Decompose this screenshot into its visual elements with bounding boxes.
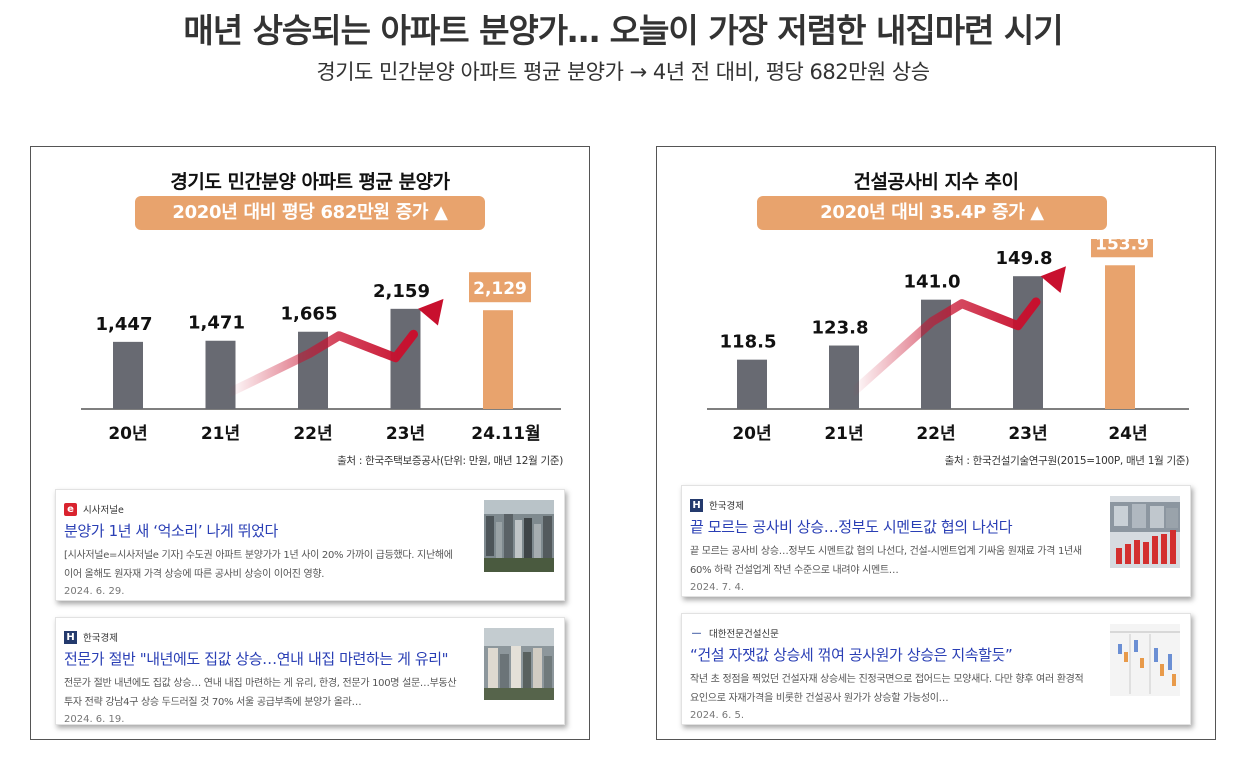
value-label: 153.9	[1095, 239, 1149, 254]
value-label-box	[1091, 239, 1153, 258]
news-card[interactable]: e 시사저널e 분양가 1년 새 ‘억소리’ 나게 뛰었다 [시사저널e=시사저…	[55, 489, 565, 601]
value-label: 118.5	[720, 332, 777, 353]
hankyung-logo: H	[64, 630, 77, 644]
apartment-complex-thumbnail	[484, 628, 554, 700]
publisher: H 한국경제	[690, 498, 744, 512]
news-card[interactable]: H 한국경제 끝 모르는 공사비 상승…정부도 시멘트값 협의 나선다 끝 모르…	[681, 485, 1191, 597]
page-headline: 매년 상승되는 아파트 분양가… 오늘이 가장 저렴한 내집마련 시기	[183, 11, 1063, 50]
chart-source: 출처 : 한국건설기술연구원(2015=100P, 매년 1월 기준)	[944, 455, 1190, 467]
bar-21년	[205, 340, 236, 409]
housing-price-panel: 경기도 민간분양 아파트 평균 분양가 2020년 대비 평당 682만원 증가…	[30, 146, 590, 740]
price-table-thumbnail	[1110, 624, 1180, 696]
chart-title: 건설공사비 지수 추이	[853, 171, 1019, 193]
x-tick-label: 21년	[201, 424, 240, 444]
housing-price-bar-chart: 1,447 20년 1,471 21년 1,665 22년 2,159 23년 2,129 24.…	[81, 272, 561, 444]
bar-24.11월	[483, 310, 513, 409]
sisajournal-e-logo: e	[64, 502, 77, 516]
trend-arrow-head	[418, 298, 444, 326]
dash-logo: —	[691, 627, 702, 639]
city-aerial-thumbnail	[484, 500, 554, 572]
x-tick-label: 23년	[386, 424, 425, 444]
increase-badge: 2020년 대비 평당 682만원 증가 ▲	[135, 196, 485, 230]
news-card[interactable]: H 한국경제 전문가 절반 "내년에도 집값 상승…연내 내집 마련하는 게 유…	[55, 617, 565, 725]
publisher-name: 한국경제	[709, 501, 744, 512]
publisher: — 대한전문건설신문	[690, 626, 779, 641]
publisher: e 시사저널e	[64, 502, 124, 516]
publisher-name: 한국경제	[83, 633, 118, 644]
x-tick-label: 20년	[732, 424, 771, 444]
x-tick-label: 20년	[108, 424, 147, 444]
value-label: 1,665	[281, 304, 338, 325]
news-title-link[interactable]: 분양가 1년 새 ‘억소리’ 나게 뛰었다	[64, 522, 278, 540]
bar-23년	[1013, 276, 1043, 409]
bar-24년	[1105, 265, 1135, 409]
news-date: 2024. 6. 29.	[64, 586, 125, 597]
news-date: 2024. 6. 19.	[64, 714, 125, 725]
trend-arrow-line	[224, 329, 418, 398]
value-label-box	[469, 272, 531, 303]
trend-arrow-line	[847, 297, 1041, 398]
construction-cost-bar-chart: 118.5 20년 123.8 21년 141.0 22년 149.8 23년 153.9 24년	[707, 239, 1189, 444]
publisher-name: 대한전문건설신문	[709, 629, 779, 640]
value-label: 1,447	[96, 314, 153, 335]
increase-badge: 2020년 대비 35.4P 증가 ▲	[757, 196, 1107, 230]
page-subheadline: 경기도 민간분양 아파트 평균 분양가 → 4년 전 대비, 평당 682만원 …	[316, 60, 930, 84]
news-summary: 작년 초 정점을 찍었던 건설자재 상승세는 진정국면으로 접어드는 모양새다.…	[690, 674, 1084, 704]
hankyung-logo: H	[690, 498, 703, 512]
news-title-link[interactable]: 끝 모르는 공사비 상승…정부도 시멘트값 협의 나선다	[690, 518, 1013, 536]
x-tick-label: 23년	[1008, 424, 1047, 444]
value-label: 149.8	[996, 248, 1053, 269]
news-summary: [시사저널e=시사저널e 기자] 수도권 아파트 분양가가 1년 사이 20% …	[64, 550, 453, 580]
chart-title: 경기도 민간분양 아파트 평균 분양가	[170, 171, 450, 193]
chart-source: 출처 : 한국주택보증공사(단위: 만원, 매년 12월 기준)	[337, 455, 563, 467]
bar-21년	[829, 345, 859, 409]
news-title-link[interactable]: “건설 자잿값 상승세 꺾여 공사원가 상승은 지속할듯”	[690, 646, 1013, 664]
x-tick-label: 24년	[1108, 424, 1147, 444]
news-summary: 전문가 절반 내년에도 집값 상승… 연내 내집 마련하는 게 유리, 한경, …	[64, 678, 457, 708]
x-tick-label: 22년	[916, 424, 955, 444]
publisher-name: 시사저널e	[83, 505, 124, 516]
value-label: 1,471	[188, 313, 245, 334]
news-date: 2024. 6. 5.	[690, 710, 745, 721]
x-tick-label: 21년	[824, 424, 863, 444]
value-label: 123.8	[812, 318, 869, 339]
news-summary: 끝 모르는 공사비 상승…정부도 시멘트값 협의 나선다, 건설-시멘트업계 기…	[690, 546, 1082, 576]
bar-20년	[737, 359, 767, 409]
trend-arrow-head	[1040, 266, 1066, 293]
value-label: 141.0	[904, 272, 961, 293]
value-label: 2,159	[373, 281, 430, 302]
x-tick-label: 24.11월	[471, 424, 540, 444]
value-label: 2,129	[473, 279, 527, 299]
construction-cost-panel: 건설공사비 지수 추이 2020년 대비 35.4P 증가 ▲ 118.5 20년…	[656, 146, 1216, 740]
news-title-link[interactable]: 전문가 절반 "내년에도 집값 상승…연내 내집 마련하는 게 유리"	[64, 650, 449, 668]
construction-trucks-thumbnail	[1110, 496, 1180, 568]
x-tick-label: 22년	[293, 424, 332, 444]
news-card[interactable]: — 대한전문건설신문 “건설 자잿값 상승세 꺾여 공사원가 상승은 지속할듯”…	[681, 613, 1191, 725]
news-date: 2024. 7. 4.	[690, 582, 745, 593]
publisher: H 한국경제	[64, 630, 118, 644]
bar-20년	[113, 341, 143, 409]
